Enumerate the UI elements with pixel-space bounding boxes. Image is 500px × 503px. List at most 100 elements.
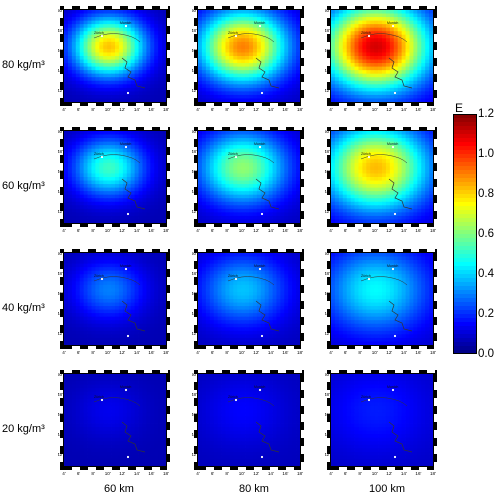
heat-cell <box>111 17 116 22</box>
heat-cell <box>378 13 383 18</box>
heat-cell <box>142 131 147 135</box>
heat-cell <box>288 52 293 57</box>
heat-cell <box>296 159 301 164</box>
heat-cell <box>154 84 159 89</box>
heat-cell <box>87 169 92 174</box>
heat-cell <box>358 219 363 224</box>
heat-cell <box>233 162 238 167</box>
heat-cell <box>130 194 136 199</box>
heat-cell <box>393 184 399 189</box>
heat-cell <box>296 205 301 210</box>
heat-cell <box>233 91 238 96</box>
heat-cell <box>249 212 254 217</box>
heat-cell <box>342 38 348 43</box>
heat-cell <box>198 52 203 57</box>
heat-cell <box>150 313 155 318</box>
heat-cell <box>83 173 88 178</box>
heat-cell <box>87 288 92 293</box>
heat-cell <box>342 198 348 203</box>
heat-cell <box>138 31 143 36</box>
heat-cell <box>233 138 238 143</box>
heat-cell <box>346 162 352 167</box>
heat-cell <box>264 145 270 150</box>
heat-cell <box>346 191 352 196</box>
heat-cell <box>150 263 155 268</box>
y-tick-label: 46' <box>58 48 63 53</box>
frame-tick <box>327 211 330 219</box>
heat-cell <box>260 94 266 99</box>
heat-cell <box>198 208 203 213</box>
frame-tick <box>72 103 80 106</box>
heat-cell <box>342 98 348 103</box>
heat-cell <box>115 141 120 146</box>
heat-cell <box>417 215 422 220</box>
heat-cell <box>99 215 104 220</box>
heat-cell <box>249 208 254 213</box>
heat-cell <box>122 253 128 257</box>
heat-cell <box>358 56 363 60</box>
heat-cell <box>154 141 159 146</box>
heat-cell <box>198 56 203 60</box>
heat-cell <box>130 191 136 196</box>
heat-cell <box>95 263 100 268</box>
heat-cell <box>138 212 143 217</box>
heat-cell <box>221 87 226 92</box>
heat-cell <box>87 77 92 82</box>
heat-cell <box>370 20 375 25</box>
heat-cell <box>115 184 120 189</box>
heat-cell <box>83 302 88 307</box>
heat-cell <box>276 87 281 92</box>
heat-cell <box>201 34 207 39</box>
heat-cell <box>103 194 108 199</box>
heat-cell <box>272 131 277 135</box>
heat-cell <box>393 13 399 18</box>
heat-cell <box>122 155 128 160</box>
heat-cell <box>118 145 124 150</box>
heat-cell <box>71 288 77 293</box>
heat-cell <box>272 38 277 43</box>
heat-cell <box>413 27 418 32</box>
heat-cell <box>385 73 391 78</box>
heat-cell <box>79 87 85 92</box>
heat-cell <box>389 73 395 78</box>
heat-cell <box>91 295 96 300</box>
heat-cell <box>252 141 258 146</box>
heat-cell <box>233 48 238 53</box>
heat-cell <box>374 141 379 146</box>
heat-cell <box>71 173 77 178</box>
frame-tick <box>403 103 411 106</box>
heat-cell <box>421 208 426 213</box>
heat-cell <box>154 274 159 279</box>
heat-cell <box>249 191 254 196</box>
heat-cell <box>241 66 246 71</box>
heat-cell <box>417 177 422 181</box>
heat-cell <box>417 66 422 71</box>
heat-cell <box>229 27 234 32</box>
heat-cell <box>276 173 281 178</box>
heat-cell <box>338 34 344 39</box>
heat-cell <box>134 284 139 289</box>
heat-cell <box>425 198 430 203</box>
heat-cell <box>413 180 418 185</box>
heat-cell <box>146 295 151 300</box>
heat-cell <box>75 87 81 92</box>
heat-cell <box>409 94 414 99</box>
heat-cell <box>146 17 151 22</box>
heat-cell <box>362 70 367 75</box>
heat-cell <box>217 205 222 210</box>
heat-cell <box>393 138 399 143</box>
heat-cell <box>229 87 234 92</box>
heat-cell <box>118 20 124 25</box>
heat-cell <box>134 316 139 321</box>
heat-cell <box>284 48 289 53</box>
heat-cell <box>342 91 348 96</box>
heat-cell <box>134 198 139 203</box>
heat-cell <box>158 131 163 135</box>
heat-cell <box>382 63 387 68</box>
heat-cell <box>245 52 250 57</box>
heat-cell <box>385 155 391 160</box>
heat-cell <box>229 191 234 196</box>
heat-cell <box>401 145 406 150</box>
heat-cell <box>111 281 116 286</box>
heat-cell <box>374 148 379 153</box>
